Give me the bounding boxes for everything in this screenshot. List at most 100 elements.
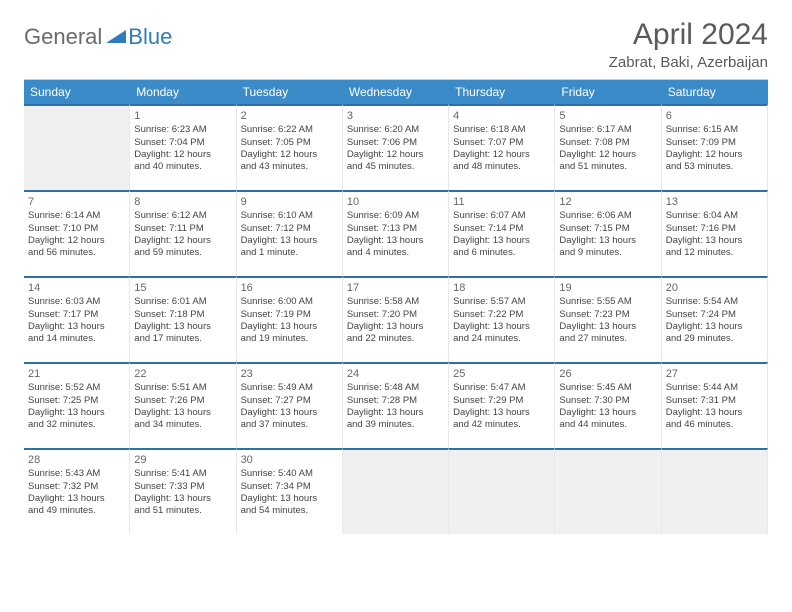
day-cell-8: 8Sunrise: 6:12 AMSunset: 7:11 PMDaylight… [130,190,236,276]
day-cell-5: 5Sunrise: 6:17 AMSunset: 7:08 PMDaylight… [555,104,661,190]
title-block: April 2024 Zabrat, Baki, Azerbaijan [609,18,768,71]
day-info-sr: Sunrise: 6:14 AM [28,210,125,222]
day-info-d2: and 9 minutes. [559,247,656,259]
day-cell-28: 28Sunrise: 5:43 AMSunset: 7:32 PMDayligh… [24,448,130,534]
day-info-ss: Sunset: 7:18 PM [134,309,231,321]
day-cell-11: 11Sunrise: 6:07 AMSunset: 7:14 PMDayligh… [449,190,555,276]
day-number: 28 [28,453,125,467]
day-info-sr: Sunrise: 6:22 AM [241,124,338,136]
day-cell-15: 15Sunrise: 6:01 AMSunset: 7:18 PMDayligh… [130,276,236,362]
dayhead-wednesday: Wednesday [343,80,449,104]
day-info-d1: Daylight: 13 hours [559,407,656,419]
day-info-d1: Daylight: 12 hours [134,235,231,247]
day-info-d2: and 44 minutes. [559,419,656,431]
day-info-ss: Sunset: 7:11 PM [134,223,231,235]
day-info-ss: Sunset: 7:33 PM [134,481,231,493]
day-info-sr: Sunrise: 6:03 AM [28,296,125,308]
month-title: April 2024 [609,18,768,52]
day-info-d2: and 32 minutes. [28,419,125,431]
day-cell-6: 6Sunrise: 6:15 AMSunset: 7:09 PMDaylight… [662,104,768,190]
day-cell-19: 19Sunrise: 5:55 AMSunset: 7:23 PMDayligh… [555,276,661,362]
day-info-d2: and 37 minutes. [241,419,338,431]
day-cell-17: 17Sunrise: 5:58 AMSunset: 7:20 PMDayligh… [343,276,449,362]
day-info-sr: Sunrise: 5:58 AM [347,296,444,308]
logo-text-2: Blue [128,24,172,50]
logo: General Blue [24,24,172,50]
day-number: 30 [241,453,338,467]
empty-cell [343,448,449,534]
day-info-d2: and 27 minutes. [559,333,656,345]
day-info-d2: and 19 minutes. [241,333,338,345]
day-info-sr: Sunrise: 6:20 AM [347,124,444,136]
empty-cell [662,448,768,534]
day-number: 15 [134,281,231,295]
day-info-d2: and 12 minutes. [666,247,763,259]
day-info-sr: Sunrise: 6:00 AM [241,296,338,308]
day-cell-14: 14Sunrise: 6:03 AMSunset: 7:17 PMDayligh… [24,276,130,362]
day-info-d1: Daylight: 13 hours [453,235,550,247]
day-info-sr: Sunrise: 5:54 AM [666,296,763,308]
day-info-d2: and 29 minutes. [666,333,763,345]
day-info-d1: Daylight: 13 hours [28,321,125,333]
day-cell-29: 29Sunrise: 5:41 AMSunset: 7:33 PMDayligh… [130,448,236,534]
header: General Blue April 2024 Zabrat, Baki, Az… [24,18,768,71]
day-cell-16: 16Sunrise: 6:00 AMSunset: 7:19 PMDayligh… [237,276,343,362]
day-cell-9: 9Sunrise: 6:10 AMSunset: 7:12 PMDaylight… [237,190,343,276]
dayhead-thursday: Thursday [449,80,555,104]
day-number: 2 [241,109,338,123]
day-info-sr: Sunrise: 6:01 AM [134,296,231,308]
day-info-d1: Daylight: 12 hours [28,235,125,247]
day-info-sr: Sunrise: 5:52 AM [28,382,125,394]
day-cell-13: 13Sunrise: 6:04 AMSunset: 7:16 PMDayligh… [662,190,768,276]
day-info-d1: Daylight: 13 hours [666,321,763,333]
day-cell-24: 24Sunrise: 5:48 AMSunset: 7:28 PMDayligh… [343,362,449,448]
day-info-ss: Sunset: 7:27 PM [241,395,338,407]
day-number: 22 [134,367,231,381]
day-number: 3 [347,109,444,123]
day-info-d2: and 49 minutes. [28,505,125,517]
day-cell-12: 12Sunrise: 6:06 AMSunset: 7:15 PMDayligh… [555,190,661,276]
day-number: 17 [347,281,444,295]
day-info-ss: Sunset: 7:10 PM [28,223,125,235]
day-number: 20 [666,281,763,295]
day-info-ss: Sunset: 7:32 PM [28,481,125,493]
day-info-d1: Daylight: 13 hours [453,321,550,333]
day-info-sr: Sunrise: 5:47 AM [453,382,550,394]
day-number: 14 [28,281,125,295]
day-info-ss: Sunset: 7:14 PM [453,223,550,235]
day-info-d2: and 53 minutes. [666,161,763,173]
day-info-sr: Sunrise: 5:43 AM [28,468,125,480]
day-info-sr: Sunrise: 6:23 AM [134,124,231,136]
day-info-d2: and 6 minutes. [453,247,550,259]
day-cell-10: 10Sunrise: 6:09 AMSunset: 7:13 PMDayligh… [343,190,449,276]
day-info-d1: Daylight: 13 hours [666,407,763,419]
day-info-ss: Sunset: 7:07 PM [453,137,550,149]
day-info-d1: Daylight: 13 hours [666,235,763,247]
day-cell-23: 23Sunrise: 5:49 AMSunset: 7:27 PMDayligh… [237,362,343,448]
day-info-sr: Sunrise: 5:55 AM [559,296,656,308]
empty-cell [555,448,661,534]
day-info-d1: Daylight: 13 hours [28,407,125,419]
day-info-sr: Sunrise: 6:12 AM [134,210,231,222]
empty-cell [449,448,555,534]
day-info-sr: Sunrise: 6:04 AM [666,210,763,222]
day-info-d1: Daylight: 13 hours [453,407,550,419]
day-info-d1: Daylight: 13 hours [559,235,656,247]
day-number: 11 [453,195,550,209]
day-info-d2: and 39 minutes. [347,419,444,431]
day-info-d1: Daylight: 12 hours [559,149,656,161]
day-info-d2: and 46 minutes. [666,419,763,431]
day-info-sr: Sunrise: 5:44 AM [666,382,763,394]
day-cell-22: 22Sunrise: 5:51 AMSunset: 7:26 PMDayligh… [130,362,236,448]
day-info-ss: Sunset: 7:05 PM [241,137,338,149]
day-number: 24 [347,367,444,381]
dayhead-saturday: Saturday [662,80,768,104]
day-info-d1: Daylight: 12 hours [241,149,338,161]
day-cell-26: 26Sunrise: 5:45 AMSunset: 7:30 PMDayligh… [555,362,661,448]
day-info-sr: Sunrise: 6:18 AM [453,124,550,136]
day-cell-25: 25Sunrise: 5:47 AMSunset: 7:29 PMDayligh… [449,362,555,448]
day-info-d1: Daylight: 13 hours [134,407,231,419]
day-info-ss: Sunset: 7:19 PM [241,309,338,321]
day-info-d2: and 24 minutes. [453,333,550,345]
day-info-d2: and 56 minutes. [28,247,125,259]
